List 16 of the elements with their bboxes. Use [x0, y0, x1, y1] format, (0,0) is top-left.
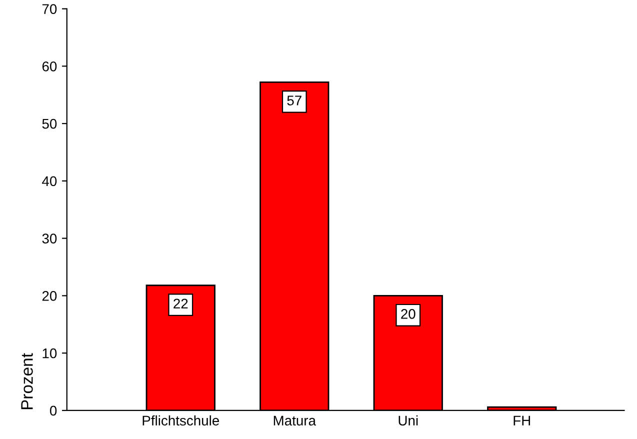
- y-tick-label: 50: [42, 118, 57, 129]
- data-label: 22: [174, 298, 188, 308]
- y-tick-label: 60: [42, 62, 57, 72]
- y-tick-label: 70: [42, 4, 57, 14]
- data-label: 20: [401, 309, 416, 319]
- y-tick-label: 10: [42, 348, 57, 358]
- y-tick-label: 30: [42, 234, 57, 244]
- x-tick-label: Uni: [398, 415, 418, 426]
- y-tick-label: 40: [42, 176, 57, 186]
- y-tick-label: 0: [50, 406, 57, 416]
- data-label: 57: [287, 96, 302, 106]
- y-tick-label: 20: [42, 291, 57, 301]
- x-tick-label: FH: [514, 416, 530, 426]
- y-axis-title: Prozent: [21, 353, 33, 410]
- x-tick-label: Matura: [274, 416, 316, 426]
- x-tick-label: Pflichtschule: [142, 415, 220, 426]
